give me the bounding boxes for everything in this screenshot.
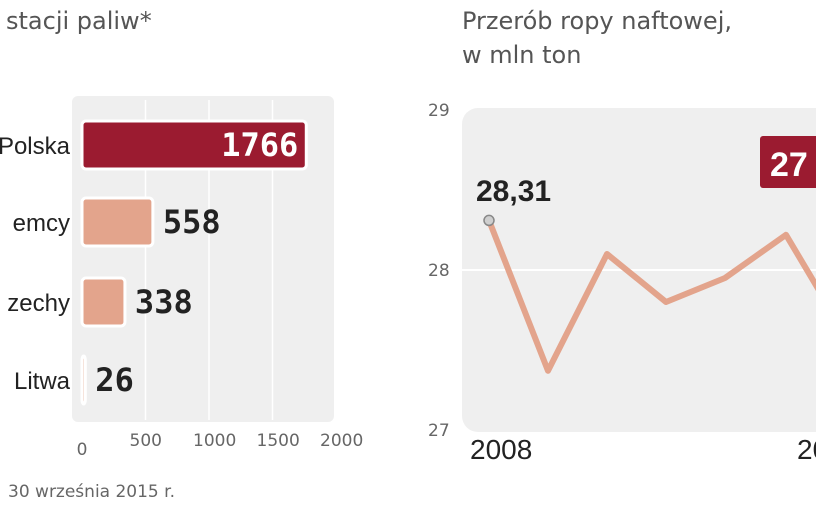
x-tick-label: 500 bbox=[130, 431, 162, 451]
category-label: zechy bbox=[7, 290, 70, 317]
y-tick-label: 27 bbox=[428, 421, 450, 441]
footnote: 30 września 2015 r. bbox=[8, 482, 175, 502]
chart2-title: Przerób ropy naftowej, w mln ton bbox=[462, 4, 732, 72]
bar bbox=[80, 119, 308, 171]
data-point bbox=[483, 214, 495, 227]
bar bbox=[80, 354, 87, 406]
plot-panel bbox=[72, 96, 334, 422]
category-label: Polska bbox=[0, 133, 71, 160]
data-label: 26 bbox=[95, 361, 134, 399]
x-tick-label: 1500 bbox=[257, 431, 300, 451]
y-tick-label: 28 bbox=[428, 261, 450, 281]
category-label: emcy bbox=[13, 210, 70, 237]
category-label: Litwa bbox=[14, 368, 71, 395]
series-line bbox=[486, 217, 816, 374]
chart1-title: stacji paliw* bbox=[6, 7, 152, 35]
x-tick-label: 1000 bbox=[193, 431, 236, 451]
x-tick-label: 0 bbox=[77, 440, 88, 460]
bar bbox=[80, 276, 127, 328]
chart2-title-line-1: Przerób ropy naftowej, bbox=[462, 7, 732, 35]
x-tick-label: 2000 bbox=[320, 431, 363, 451]
y-tick-label: 29 bbox=[428, 101, 450, 121]
x-tick-label: 2008 bbox=[470, 434, 532, 465]
annotation-label: 27 bbox=[770, 146, 808, 184]
data-label: 338 bbox=[135, 283, 193, 321]
annotation-label: 28,31 bbox=[476, 175, 551, 208]
data-label: 558 bbox=[163, 203, 221, 241]
x-tick-label: 20 bbox=[797, 434, 816, 465]
highlight-box bbox=[760, 136, 816, 188]
data-label: 1766 bbox=[221, 126, 298, 164]
bar bbox=[80, 196, 155, 248]
chart2-title-line-2: w mln ton bbox=[462, 41, 582, 69]
